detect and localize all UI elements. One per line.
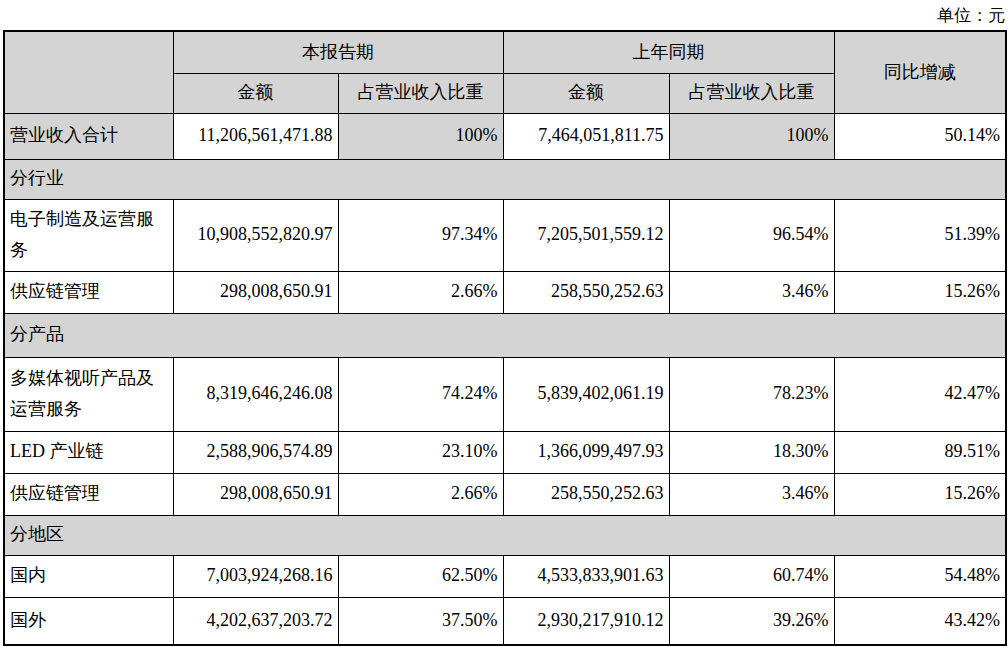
cell-amount-current: 10,908,552,820.97 <box>173 199 338 271</box>
cell-amount-current: 298,008,650.91 <box>173 473 338 515</box>
section-row-by-industry: 分行业 <box>4 159 1006 199</box>
header-prior-period: 上年同期 <box>503 31 834 73</box>
cell-amount-current: 7,003,924,268.16 <box>173 555 338 597</box>
cell-pct-current: 37.50% <box>338 597 503 645</box>
section-label: 分行业 <box>4 159 1006 199</box>
table-row-total-revenue: 营业收入合计 11,206,561,471.88 100% 7,464,051,… <box>4 113 1006 159</box>
cell-yoy-change: 43.42% <box>834 597 1006 645</box>
table-row-supply-chain-product: 供应链管理 298,008,650.91 2.66% 258,550,252.6… <box>4 473 1006 515</box>
cell-amount-prior: 1,366,099,497.93 <box>503 431 669 473</box>
cell-pct-prior: 96.54% <box>669 199 834 271</box>
row-label: 电子制造及运营服务 <box>4 199 173 271</box>
cell-pct-prior: 100% <box>669 113 834 159</box>
header-pct-prior: 占营业收入比重 <box>669 73 834 113</box>
table-row-electronic-manufacturing: 电子制造及运营服务 10,908,552,820.97 97.34% 7,205… <box>4 199 1006 271</box>
cell-yoy-change: 51.39% <box>834 199 1006 271</box>
header-amount-prior: 金额 <box>503 73 669 113</box>
header-yoy-change: 同比增减 <box>834 31 1006 113</box>
row-label: 供应链管理 <box>4 473 173 515</box>
cell-amount-prior: 7,205,501,559.12 <box>503 199 669 271</box>
cell-pct-prior: 78.23% <box>669 357 834 431</box>
cell-yoy-change: 50.14% <box>834 113 1006 159</box>
cell-amount-current: 298,008,650.91 <box>173 271 338 313</box>
section-label: 分产品 <box>4 313 1006 357</box>
cell-pct-current: 74.24% <box>338 357 503 431</box>
table-row-multimedia-products: 多媒体视听产品及运营服务 8,319,646,246.08 74.24% 5,8… <box>4 357 1006 431</box>
section-row-by-region: 分地区 <box>4 515 1006 555</box>
cell-amount-prior: 2,930,217,910.12 <box>503 597 669 645</box>
row-label: 多媒体视听产品及运营服务 <box>4 357 173 431</box>
cell-pct-current: 2.66% <box>338 271 503 313</box>
row-label: LED 产业链 <box>4 431 173 473</box>
section-label: 分地区 <box>4 515 1006 555</box>
cell-pct-prior: 60.74% <box>669 555 834 597</box>
revenue-breakdown-table: 本报告期 上年同期 同比增减 金额 占营业收入比重 金额 占营业收入比重 营业收… <box>3 30 1007 646</box>
cell-yoy-change: 15.26% <box>834 473 1006 515</box>
cell-amount-prior: 258,550,252.63 <box>503 271 669 313</box>
row-label: 国内 <box>4 555 173 597</box>
cell-pct-prior: 18.30% <box>669 431 834 473</box>
cell-amount-prior: 258,550,252.63 <box>503 473 669 515</box>
cell-pct-prior: 3.46% <box>669 271 834 313</box>
corner-cell <box>4 31 173 113</box>
cell-pct-current: 62.50% <box>338 555 503 597</box>
table-row-supply-chain-industry: 供应链管理 298,008,650.91 2.66% 258,550,252.6… <box>4 271 1006 313</box>
cell-pct-current: 100% <box>338 113 503 159</box>
section-row-by-product: 分产品 <box>4 313 1006 357</box>
table-row-domestic: 国内 7,003,924,268.16 62.50% 4,533,833,901… <box>4 555 1006 597</box>
cell-pct-current: 97.34% <box>338 199 503 271</box>
cell-pct-current: 23.10% <box>338 431 503 473</box>
cell-amount-prior: 5,839,402,061.19 <box>503 357 669 431</box>
table-row-overseas: 国外 4,202,637,203.72 37.50% 2,930,217,910… <box>4 597 1006 645</box>
report-page: 单位：元 本报告期 上年同期 同比增减 金额 占营业收入比重 金额 占营业收入比… <box>0 0 1008 647</box>
cell-pct-current: 2.66% <box>338 473 503 515</box>
header-pct-current: 占营业收入比重 <box>338 73 503 113</box>
cell-yoy-change: 15.26% <box>834 271 1006 313</box>
cell-pct-prior: 39.26% <box>669 597 834 645</box>
cell-amount-current: 8,319,646,246.08 <box>173 357 338 431</box>
header-amount-current: 金额 <box>173 73 338 113</box>
row-label: 供应链管理 <box>4 271 173 313</box>
cell-amount-current: 4,202,637,203.72 <box>173 597 338 645</box>
cell-yoy-change: 42.47% <box>834 357 1006 431</box>
header-current-period: 本报告期 <box>173 31 503 73</box>
cell-pct-prior: 3.46% <box>669 473 834 515</box>
table-header-row-1: 本报告期 上年同期 同比增减 <box>4 31 1006 73</box>
cell-amount-prior: 4,533,833,901.63 <box>503 555 669 597</box>
table-row-led-industry-chain: LED 产业链 2,588,906,574.89 23.10% 1,366,09… <box>4 431 1006 473</box>
cell-amount-current: 2,588,906,574.89 <box>173 431 338 473</box>
cell-yoy-change: 54.48% <box>834 555 1006 597</box>
cell-amount-current: 11,206,561,471.88 <box>173 113 338 159</box>
cell-amount-prior: 7,464,051,811.75 <box>503 113 669 159</box>
cell-yoy-change: 89.51% <box>834 431 1006 473</box>
unit-label: 单位：元 <box>0 0 1008 30</box>
row-label: 国外 <box>4 597 173 645</box>
row-label: 营业收入合计 <box>4 113 173 159</box>
